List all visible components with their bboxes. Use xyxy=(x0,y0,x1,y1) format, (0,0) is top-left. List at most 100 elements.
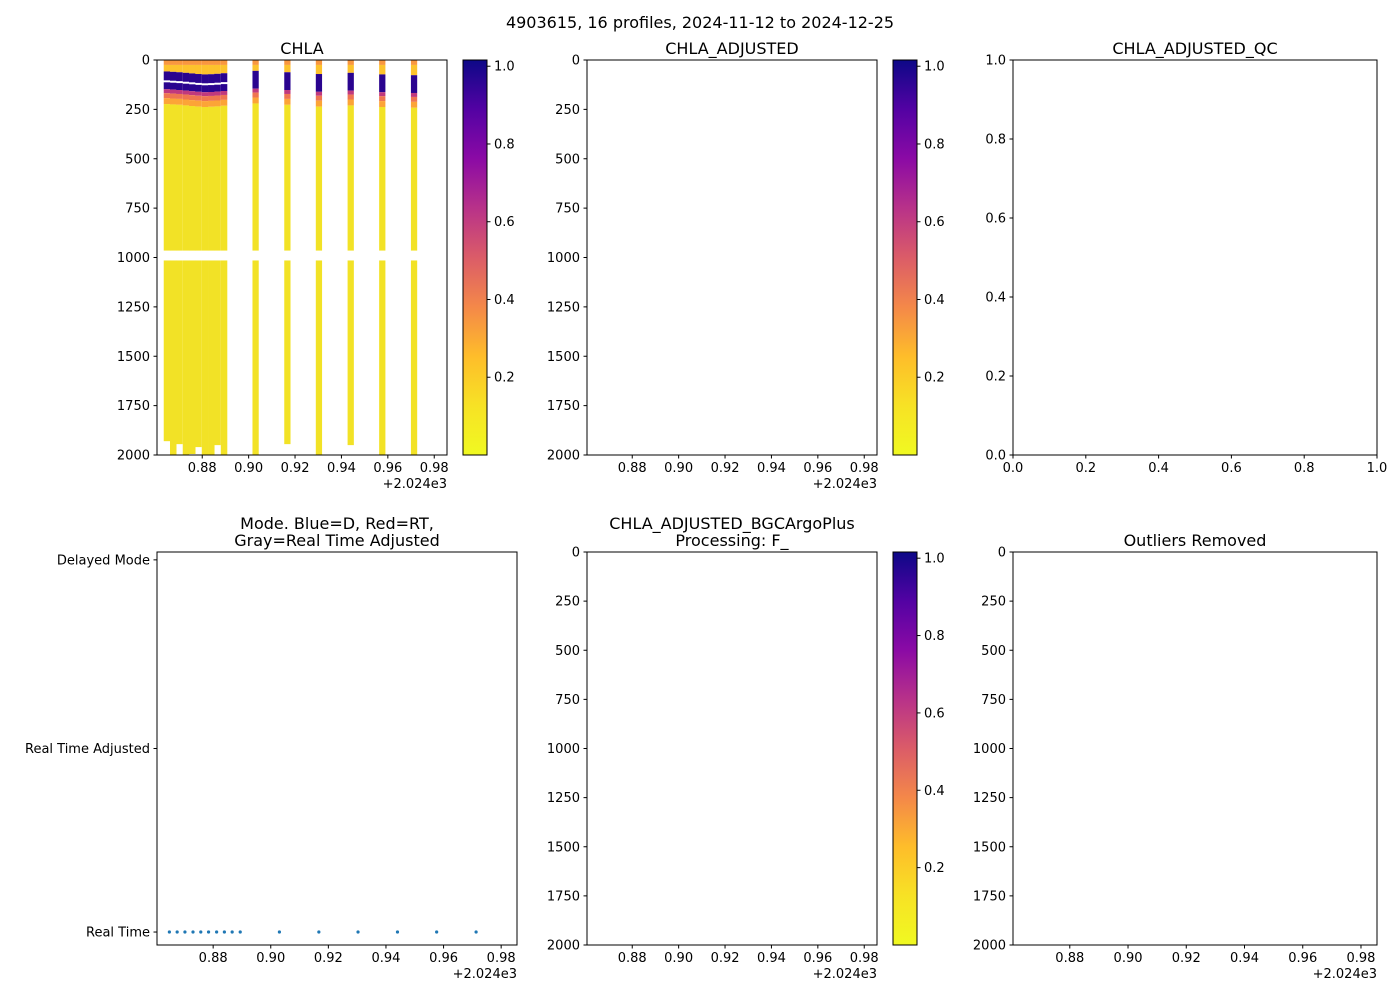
y-tick-label: 750 xyxy=(555,202,580,217)
x-tick-label: 0.88 xyxy=(188,461,217,476)
x-tick-label: 1.0 xyxy=(1367,461,1388,476)
x-tick-label: 0.88 xyxy=(618,951,647,966)
x-offset-label: +2.024e3 xyxy=(1313,967,1377,982)
y-tick-label: 500 xyxy=(981,644,1006,659)
profile-stripe xyxy=(214,100,221,107)
x-tick-label: 0.6 xyxy=(1221,461,1242,476)
x-tick-label: 0.88 xyxy=(1055,951,1084,966)
profile-stripe xyxy=(347,105,354,251)
y-tick-label: 1000 xyxy=(547,251,580,266)
profile-stripe xyxy=(284,93,291,99)
colorbar-tick-label: 1.0 xyxy=(494,60,515,75)
profile-stripe xyxy=(315,95,323,101)
y-tick-label: 750 xyxy=(981,693,1006,708)
profile-stripe xyxy=(252,70,259,89)
profile-marker xyxy=(206,930,211,934)
profile-stripe xyxy=(169,98,177,105)
profile-stripe xyxy=(182,94,190,100)
y-tick-label: 1500 xyxy=(117,350,150,365)
y-tick-label: 1750 xyxy=(547,889,580,904)
panel-bgcargoplus: 0.88 0.90 0.92 0.94 0.96 0.98+2.024e3 0 250 500 7… xyxy=(547,546,945,983)
profile-marker xyxy=(356,930,360,934)
profile-marker xyxy=(317,930,321,934)
x-offset-label: +2.024e3 xyxy=(453,967,517,982)
profile-marker xyxy=(435,930,439,934)
profile-stripe xyxy=(214,84,221,92)
profile-stripe xyxy=(176,260,183,445)
profile-stripe xyxy=(410,60,418,65)
profile-stripe xyxy=(410,92,418,97)
profile-stripe xyxy=(189,100,196,107)
axes-border xyxy=(1012,551,1378,946)
profile-marker xyxy=(230,930,234,934)
colorbar xyxy=(892,551,918,946)
profile-stripe xyxy=(189,64,196,74)
profile-stripe xyxy=(379,107,386,251)
profile-marker xyxy=(167,930,171,934)
profile-stripe xyxy=(189,84,196,92)
profile-stripe xyxy=(208,106,215,251)
profile-stripe xyxy=(315,260,323,455)
profile-stripe xyxy=(169,71,177,81)
x-tick-label: 0.98 xyxy=(850,461,879,476)
profile-stripe xyxy=(252,103,259,251)
profile-stripe xyxy=(189,73,196,83)
profile-stripe xyxy=(189,260,196,455)
y-tick-label: 1000 xyxy=(117,251,150,266)
x-offset-label: +2.024e3 xyxy=(813,477,877,492)
y-tick-label: 1500 xyxy=(973,840,1006,855)
x-tick-label: 0.96 xyxy=(803,461,832,476)
x-tick-label: 0.88 xyxy=(199,951,228,966)
y-tick-label: 1250 xyxy=(117,300,150,315)
x-tick-label: 0.98 xyxy=(487,951,516,966)
profile-stripe xyxy=(214,60,221,65)
profile-stripe xyxy=(252,260,259,455)
profile-stripe xyxy=(208,74,215,84)
colorbar-tick-label: 0.6 xyxy=(924,215,945,230)
y-tick-label: 1500 xyxy=(547,840,580,855)
y-tick-label: 2000 xyxy=(547,449,580,464)
profile-marker xyxy=(215,930,219,934)
profile-stripe xyxy=(284,104,291,251)
profile-stripe xyxy=(201,92,209,97)
profile-stripe xyxy=(189,91,196,96)
panel-title-mode: Mode. Blue=D, Red=RT, Gray=Real Time Adj… xyxy=(234,514,440,550)
panel-title-chla-adjusted-qc: CHLA_ADJUSTED_QC xyxy=(1112,39,1278,58)
x-tick-label: 0.98 xyxy=(420,461,449,476)
figure-title: 4903615, 16 profiles, 2024-11-12 to 2024… xyxy=(505,13,895,32)
axes-border xyxy=(156,551,518,946)
panel-title-outliers: Outliers Removed xyxy=(1123,531,1267,550)
profile-stripe xyxy=(182,90,190,95)
profile-stripe xyxy=(195,100,202,107)
profile-stripe xyxy=(195,60,202,65)
profile-stripe xyxy=(195,64,202,75)
profile-stripe xyxy=(410,107,418,251)
profile-stripe xyxy=(214,260,221,446)
profile-stripe xyxy=(379,60,386,65)
x-tick-label: 0.90 xyxy=(1114,951,1143,966)
x-tick-label: 0.94 xyxy=(757,951,786,966)
profile-stripe xyxy=(182,60,190,65)
profile-stripe xyxy=(252,88,259,93)
y-tick-label: 0 xyxy=(572,54,580,69)
profile-stripe xyxy=(182,260,190,455)
profile-stripe xyxy=(410,101,418,108)
x-tick-label: 0.90 xyxy=(256,951,285,966)
profile-stripe xyxy=(220,60,228,65)
profile-stripe xyxy=(201,101,209,108)
x-tick-label: 0.92 xyxy=(1172,951,1201,966)
profile-stripe xyxy=(220,105,228,251)
y-tick-label: 1750 xyxy=(973,889,1006,904)
profile-marker xyxy=(183,930,187,934)
y-tick-label: 0.8 xyxy=(985,133,1006,148)
y-tick-label: 1750 xyxy=(117,399,150,414)
y-tick-label: 1500 xyxy=(547,350,580,365)
panel-outliers: 0.88 0.90 0.92 0.94 0.96 0.98+2.024e3 0 250 500 7… xyxy=(973,546,1378,982)
y-tick-label: 0.2 xyxy=(985,370,1006,385)
profile-stripe xyxy=(214,95,221,101)
profile-stripe xyxy=(379,64,386,75)
x-tick-label: 0.94 xyxy=(327,461,356,476)
profile-stripe xyxy=(315,74,323,92)
profile-stripe xyxy=(410,260,418,455)
x-tick-label: 0.92 xyxy=(281,461,310,476)
